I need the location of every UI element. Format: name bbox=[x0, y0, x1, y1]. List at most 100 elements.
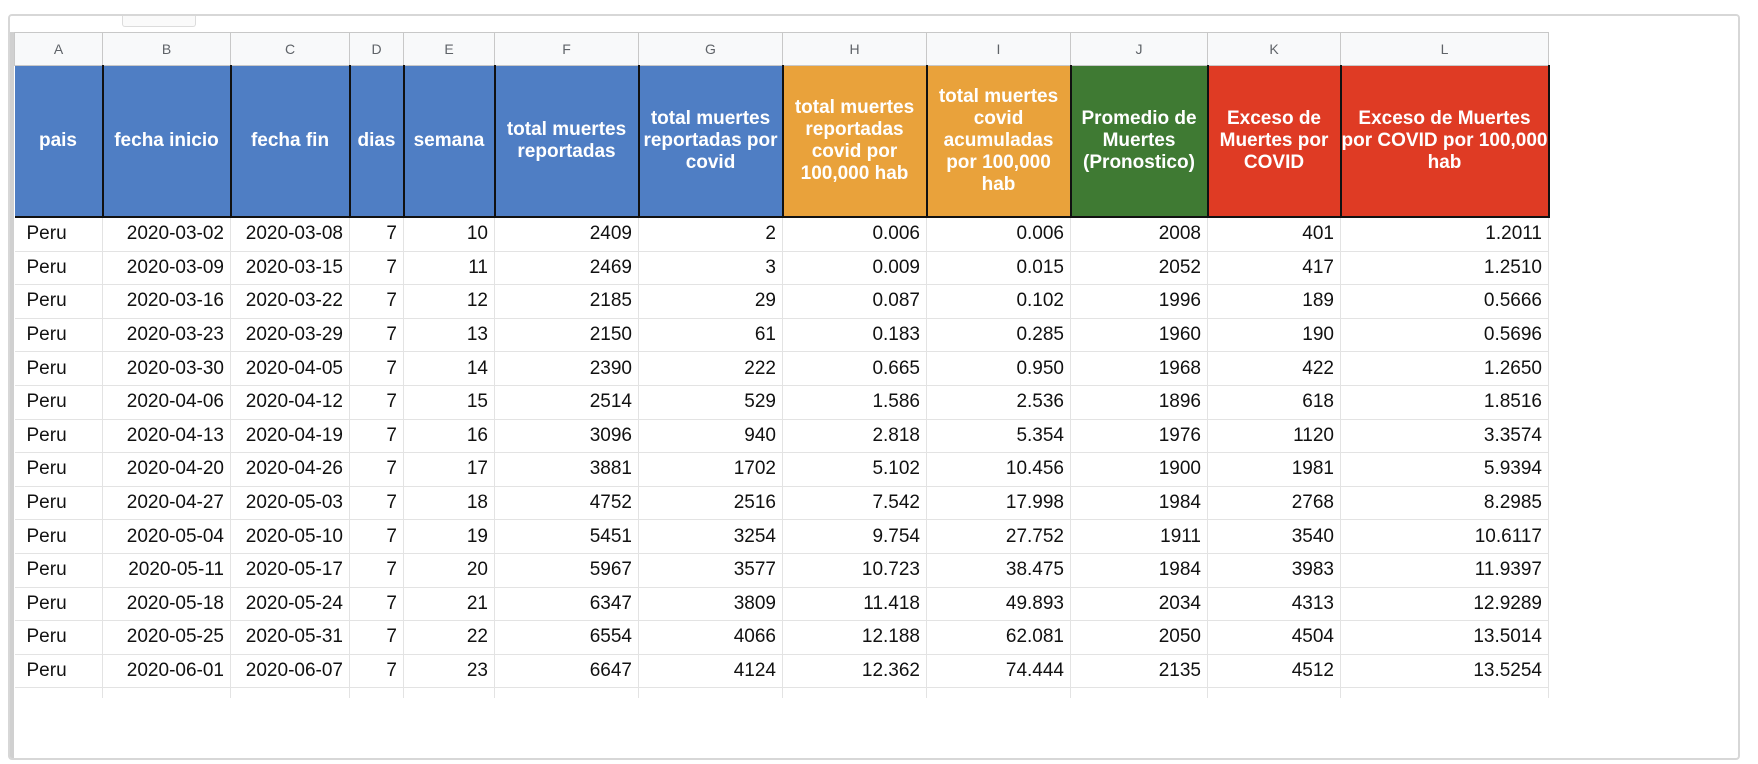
column-header-j[interactable]: J bbox=[1070, 32, 1208, 66]
table-cell[interactable]: 7 bbox=[349, 318, 404, 353]
column-header-k[interactable]: K bbox=[1207, 32, 1341, 66]
table-cell[interactable]: 11.418 bbox=[782, 587, 927, 622]
column-header-b[interactable]: B bbox=[102, 32, 231, 66]
table-cell[interactable] bbox=[926, 687, 1071, 699]
table-cell[interactable]: 7 bbox=[349, 284, 404, 319]
table-cell[interactable]: 2020-04-26 bbox=[230, 452, 350, 487]
table-cell[interactable]: 2020-05-11 bbox=[102, 553, 231, 588]
header-cell[interactable]: fecha fin bbox=[230, 65, 351, 218]
table-cell[interactable]: 1976 bbox=[1070, 419, 1208, 454]
table-cell[interactable] bbox=[638, 687, 783, 699]
column-header-i[interactable]: I bbox=[926, 32, 1071, 66]
table-cell[interactable]: 62.081 bbox=[926, 620, 1071, 655]
table-cell[interactable]: 3881 bbox=[494, 452, 639, 487]
table-cell[interactable]: 7 bbox=[349, 654, 404, 689]
table-cell[interactable]: 5.102 bbox=[782, 452, 927, 487]
table-cell[interactable]: 5.354 bbox=[926, 419, 1071, 454]
table-cell[interactable]: 2020-05-18 bbox=[102, 587, 231, 622]
table-cell[interactable]: 2185 bbox=[494, 284, 639, 319]
table-cell[interactable]: 9.754 bbox=[782, 519, 927, 554]
table-cell[interactable] bbox=[1340, 687, 1549, 699]
table-cell[interactable]: 2020-03-16 bbox=[102, 284, 231, 319]
table-cell[interactable]: 6347 bbox=[494, 587, 639, 622]
table-cell[interactable]: Peru bbox=[14, 620, 103, 655]
table-cell[interactable]: 1.2650 bbox=[1340, 351, 1549, 386]
table-cell[interactable]: 23 bbox=[403, 654, 495, 689]
table-cell[interactable]: 529 bbox=[638, 385, 783, 420]
table-cell[interactable]: 1960 bbox=[1070, 318, 1208, 353]
header-cell[interactable]: pais bbox=[14, 65, 104, 218]
table-cell[interactable]: 4504 bbox=[1207, 620, 1341, 655]
table-cell[interactable]: Peru bbox=[14, 217, 103, 252]
table-cell[interactable]: 2409 bbox=[494, 217, 639, 252]
table-cell[interactable]: 2469 bbox=[494, 251, 639, 286]
table-cell[interactable]: 2020-03-30 bbox=[102, 351, 231, 386]
table-cell[interactable]: 15 bbox=[403, 385, 495, 420]
table-cell[interactable]: 2516 bbox=[638, 486, 783, 521]
table-cell[interactable]: 3096 bbox=[494, 419, 639, 454]
header-cell[interactable]: semana bbox=[403, 65, 496, 218]
table-cell[interactable]: 3254 bbox=[638, 519, 783, 554]
table-cell[interactable]: 0.087 bbox=[782, 284, 927, 319]
table-cell[interactable]: 7 bbox=[349, 519, 404, 554]
table-cell[interactable]: 10.723 bbox=[782, 553, 927, 588]
table-cell[interactable]: 2020-05-04 bbox=[102, 519, 231, 554]
table-cell[interactable] bbox=[782, 687, 927, 699]
column-header-g[interactable]: G bbox=[638, 32, 783, 66]
table-cell[interactable]: 189 bbox=[1207, 284, 1341, 319]
table-cell[interactable] bbox=[403, 687, 495, 699]
table-cell[interactable]: 13 bbox=[403, 318, 495, 353]
table-cell[interactable]: 2020-03-23 bbox=[102, 318, 231, 353]
column-header-h[interactable]: H bbox=[782, 32, 927, 66]
table-cell[interactable]: 0.006 bbox=[782, 217, 927, 252]
table-cell[interactable]: Peru bbox=[14, 385, 103, 420]
table-cell[interactable]: 1996 bbox=[1070, 284, 1208, 319]
table-cell[interactable]: 401 bbox=[1207, 217, 1341, 252]
table-cell[interactable]: 17 bbox=[403, 452, 495, 487]
table-cell[interactable]: 2135 bbox=[1070, 654, 1208, 689]
table-cell[interactable]: 1968 bbox=[1070, 351, 1208, 386]
table-cell[interactable] bbox=[494, 687, 639, 699]
table-cell[interactable]: 0.183 bbox=[782, 318, 927, 353]
table-cell[interactable]: 2020-03-08 bbox=[230, 217, 350, 252]
header-cell[interactable]: fecha inicio bbox=[102, 65, 232, 218]
table-cell[interactable]: 13.5014 bbox=[1340, 620, 1549, 655]
table-cell[interactable] bbox=[1070, 687, 1208, 699]
table-cell[interactable]: 2020-04-06 bbox=[102, 385, 231, 420]
header-cell[interactable]: Promedio de Muertes (Pronostico) bbox=[1070, 65, 1209, 218]
table-cell[interactable]: 74.444 bbox=[926, 654, 1071, 689]
table-cell[interactable]: Peru bbox=[14, 351, 103, 386]
table-cell[interactable]: 12.188 bbox=[782, 620, 927, 655]
table-cell[interactable]: 0.006 bbox=[926, 217, 1071, 252]
table-cell[interactable]: 12.362 bbox=[782, 654, 927, 689]
table-cell[interactable]: 7 bbox=[349, 553, 404, 588]
table-cell[interactable] bbox=[230, 687, 350, 699]
table-cell[interactable]: 0.5666 bbox=[1340, 284, 1549, 319]
table-cell[interactable]: 17.998 bbox=[926, 486, 1071, 521]
header-cell[interactable]: Exceso de Muertes por COVID bbox=[1207, 65, 1342, 218]
table-cell[interactable]: Peru bbox=[14, 284, 103, 319]
table-cell[interactable]: 2.818 bbox=[782, 419, 927, 454]
table-cell[interactable]: 2020-04-13 bbox=[102, 419, 231, 454]
table-cell[interactable]: 13.5254 bbox=[1340, 654, 1549, 689]
table-cell[interactable]: 5451 bbox=[494, 519, 639, 554]
table-cell[interactable]: 2020-04-05 bbox=[230, 351, 350, 386]
table-cell[interactable]: 1702 bbox=[638, 452, 783, 487]
table-cell[interactable]: 7 bbox=[349, 620, 404, 655]
table-cell[interactable]: 10 bbox=[403, 217, 495, 252]
table-cell[interactable]: 940 bbox=[638, 419, 783, 454]
table-cell[interactable]: 0.5696 bbox=[1340, 318, 1549, 353]
table-cell[interactable]: 1120 bbox=[1207, 419, 1341, 454]
table-cell[interactable]: 2150 bbox=[494, 318, 639, 353]
header-cell[interactable]: total muertes reportadas por covid bbox=[638, 65, 784, 218]
table-cell[interactable]: 11 bbox=[403, 251, 495, 286]
table-cell[interactable]: 2390 bbox=[494, 351, 639, 386]
table-cell[interactable]: 1896 bbox=[1070, 385, 1208, 420]
table-cell[interactable]: 2020-04-12 bbox=[230, 385, 350, 420]
table-cell[interactable]: 7 bbox=[349, 486, 404, 521]
table-cell[interactable]: Peru bbox=[14, 654, 103, 689]
table-cell[interactable]: 2 bbox=[638, 217, 783, 252]
table-cell[interactable] bbox=[1207, 687, 1341, 699]
header-cell[interactable]: total muertes covid acumuladas por 100,0… bbox=[926, 65, 1072, 218]
table-cell[interactable]: 16 bbox=[403, 419, 495, 454]
